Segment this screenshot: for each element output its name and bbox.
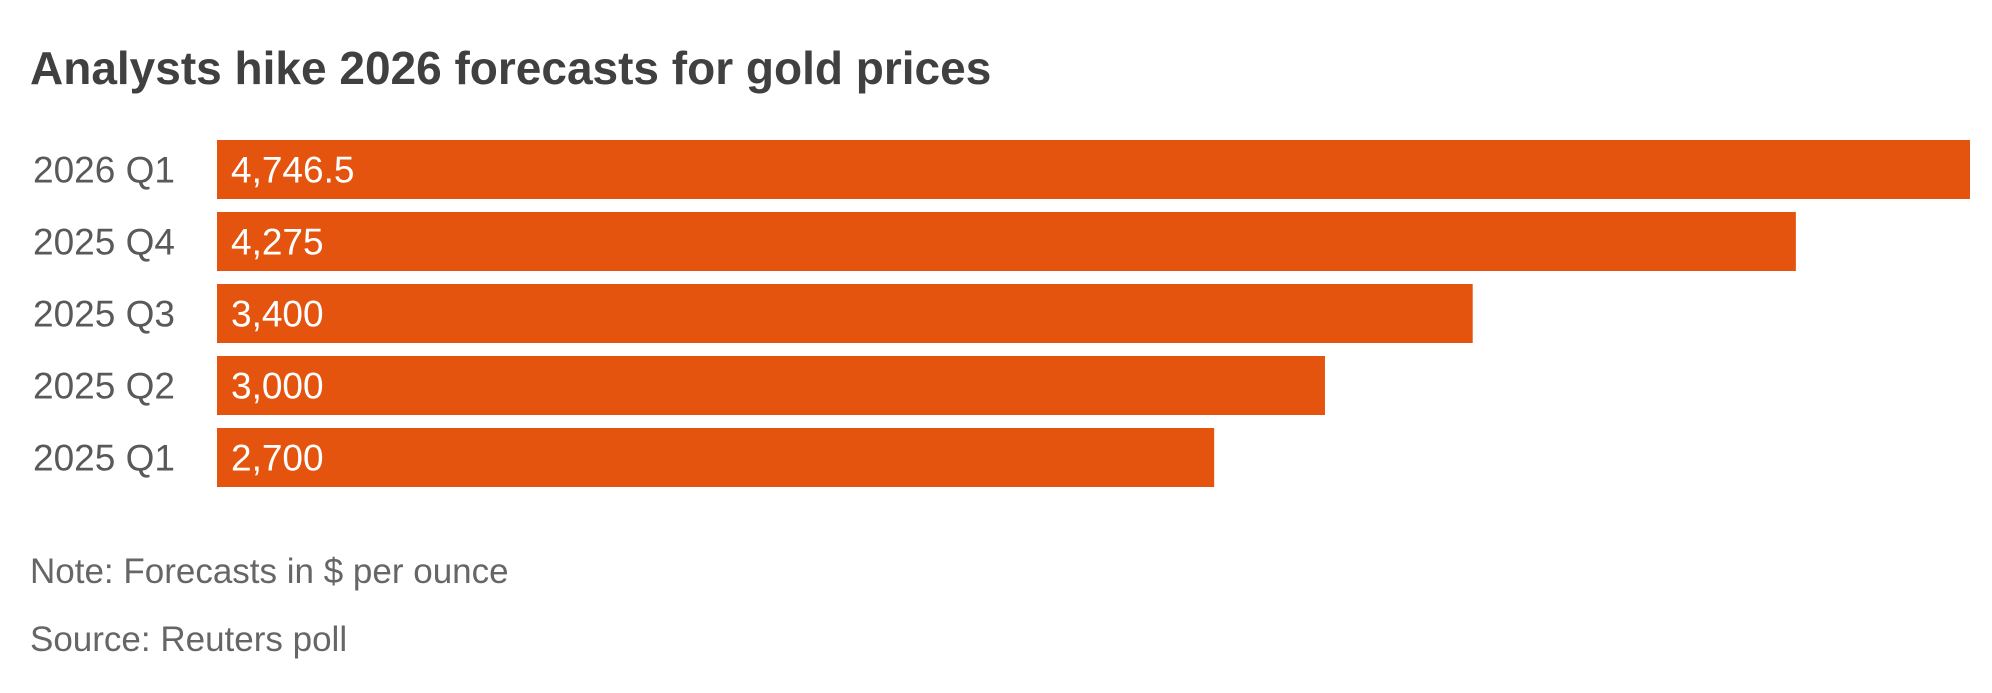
value-label: 2,700 xyxy=(231,438,324,479)
bar xyxy=(217,284,1473,343)
bar xyxy=(217,212,1796,271)
chart-title: Analysts hike 2026 forecasts for gold pr… xyxy=(30,42,992,94)
value-label: 3,000 xyxy=(231,366,324,407)
category-label: 2026 Q1 xyxy=(33,150,175,191)
chart-note: Note: Forecasts in $ per ounce xyxy=(30,552,509,591)
value-label: 4,275 xyxy=(231,222,324,263)
chart-source: Source: Reuters poll xyxy=(30,620,348,659)
category-label: 2025 Q2 xyxy=(33,366,175,407)
bar xyxy=(217,140,1970,199)
value-label: 4,746.5 xyxy=(231,150,354,191)
category-label: 2025 Q1 xyxy=(33,438,175,479)
category-label: 2025 Q3 xyxy=(33,294,175,335)
bar xyxy=(217,428,1215,487)
value-label: 3,400 xyxy=(231,294,324,335)
bar-chart: 2026 Q1 4,746.5 2025 Q4 4,275 2025 Q3 3,400 20… xyxy=(33,140,1970,487)
bar xyxy=(217,356,1325,415)
category-label: 2025 Q4 xyxy=(33,222,175,263)
